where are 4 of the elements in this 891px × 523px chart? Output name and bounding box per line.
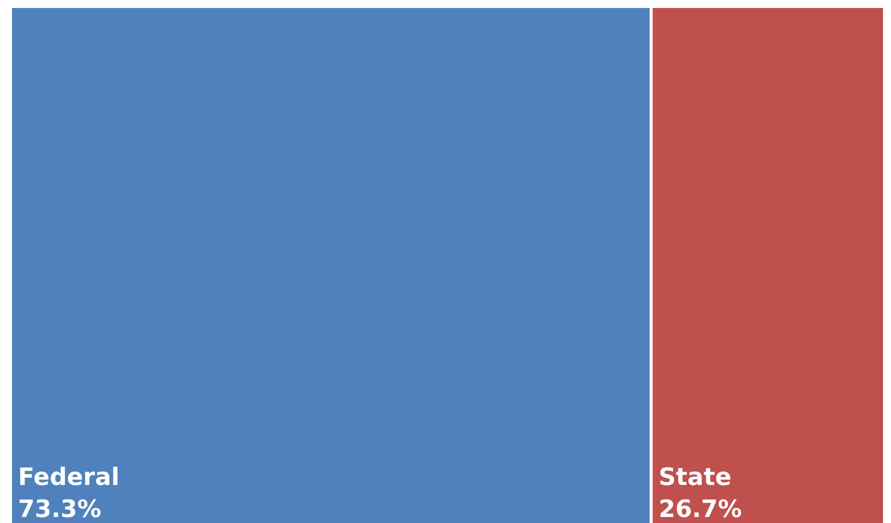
- data-label: 26.7%: [658, 495, 742, 523]
- data-label: 73.3%: [18, 495, 102, 523]
- category-label: State: [658, 463, 732, 491]
- category-label: Federal: [18, 463, 120, 491]
